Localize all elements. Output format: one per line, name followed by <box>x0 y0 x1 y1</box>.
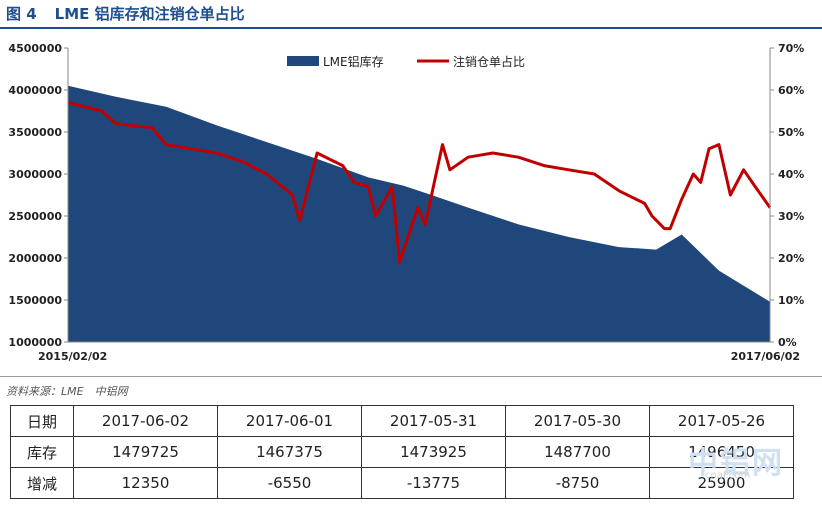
table-cell: 增减 <box>10 467 74 499</box>
left-axis-tick-label: 4500000 <box>8 42 62 55</box>
table-header-cell: 2017-05-26 <box>649 405 794 437</box>
table-cell: -8750 <box>505 467 650 499</box>
cancelled-warrant-line <box>67 101 772 264</box>
right-axis-tick-label: 50% <box>778 126 804 139</box>
table-header-cell: 2017-05-30 <box>505 405 650 437</box>
right-axis-tick-label: 10% <box>778 294 804 307</box>
table-cell: 1467375 <box>217 436 362 468</box>
figure-title-text: LME 铝库存和注销仓单占比 <box>54 5 245 23</box>
right-axis-tick-label: 40% <box>778 168 804 181</box>
right-axis-tick-label: 0% <box>778 336 797 349</box>
corner-watermark-logo: 中铝网 <box>688 446 784 481</box>
table-cell: 1473925 <box>361 436 506 468</box>
table-header-cell: 日期 <box>10 405 74 437</box>
title-divider <box>0 27 822 29</box>
table-cell: -13775 <box>361 467 506 499</box>
table-cell: 25900 <box>649 467 794 499</box>
source-divider <box>0 376 822 377</box>
right-axis-tick-label: 30% <box>778 210 804 223</box>
left-axis-tick-label: 2500000 <box>8 210 62 223</box>
left-axis-tick-label: 3500000 <box>8 126 62 139</box>
table-header-cell: 2017-05-31 <box>361 405 506 437</box>
right-axis-tick-label: 60% <box>778 84 804 97</box>
left-axis-tick-label: 2000000 <box>8 252 62 265</box>
figure-title: 图 4 LME 铝库存和注销仓单占比 <box>6 3 263 24</box>
table-row: 日期 2017-06-02 2017-06-01 2017-05-31 2017… <box>10 405 794 437</box>
legend-label-ratio: 注销仓单占比 <box>453 54 525 69</box>
data-table: 日期 2017-06-02 2017-06-01 2017-05-31 2017… <box>10 405 794 499</box>
figure-number: 图 4 <box>6 5 37 23</box>
x-axis-end-label: 2017/06/02 <box>731 350 800 363</box>
table-header-cell: 2017-06-01 <box>217 405 362 437</box>
corner-watermark-url: cnal.com <box>705 470 751 481</box>
left-axis-tick-label: 1500000 <box>8 294 62 307</box>
left-axis-tick-label: 1000000 <box>8 336 62 349</box>
source-note: 资料来源：LME 中铝网 <box>6 385 128 398</box>
table-cell: -6550 <box>217 467 362 499</box>
right-axis-tick-label: 20% <box>778 252 804 265</box>
table-row: 增减 12350 -6550 -13775 -8750 25900 <box>10 467 794 499</box>
table-row: 库存 1479725 1467375 1473925 1487700 14964… <box>10 436 794 468</box>
table-header-cell: 2017-06-02 <box>73 405 218 437</box>
legend-label-inventory: LME铝库存 <box>323 54 384 69</box>
chart: CNAL 45000004000000350000030000002500000… <box>8 42 804 363</box>
right-axis-tick-label: 70% <box>778 42 804 55</box>
x-axis-start-label: 2015/02/02 <box>38 350 107 363</box>
left-axis-tick-label: 3000000 <box>8 168 62 181</box>
table-cell: 1487700 <box>505 436 650 468</box>
table-cell: 库存 <box>10 436 74 468</box>
left-axis-tick-label: 4000000 <box>8 84 62 97</box>
table-cell: 12350 <box>73 467 218 499</box>
table-cell: 1479725 <box>73 436 218 468</box>
legend-swatch-inventory <box>287 56 319 66</box>
